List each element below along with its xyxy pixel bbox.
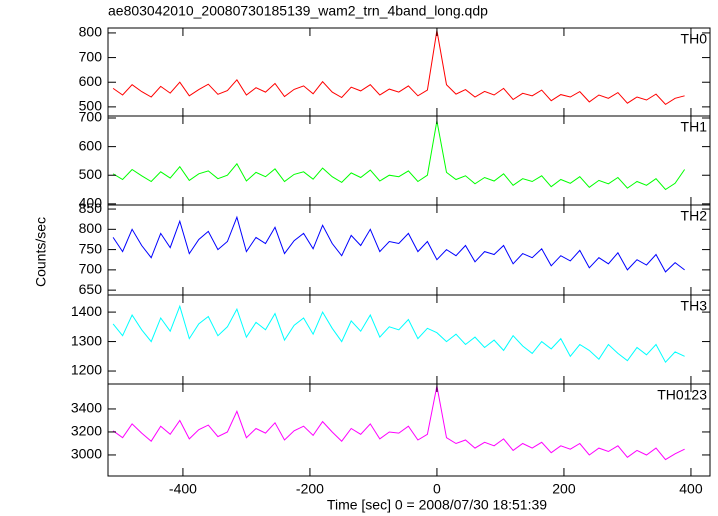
y-tick-label: 3400 (71, 400, 102, 416)
panel-frame (107, 204, 711, 296)
x-axis-label: Time [sec] 0 = 2008/07/30 18:51:39 (327, 497, 547, 513)
x-tick-label: -200 (296, 481, 324, 497)
y-tick-label: 700 (79, 261, 103, 277)
y-tick-label: 850 (79, 200, 103, 216)
panel-label: TH0123 (657, 387, 707, 403)
y-tick-label: 650 (79, 281, 103, 297)
y-tick-label: 700 (79, 48, 103, 64)
x-tick-label: 400 (679, 481, 703, 497)
panel-frame (107, 383, 711, 477)
y-tick-label: 500 (79, 166, 103, 182)
light-curve (112, 120, 686, 191)
y-tick-label: 1300 (71, 332, 102, 348)
panel-frame (107, 27, 711, 117)
panel-label: TH2 (681, 208, 708, 224)
light-curve (112, 215, 685, 273)
x-tick-label: 200 (552, 481, 576, 497)
y-tick-label: 700 (79, 109, 103, 125)
panel-frame (107, 115, 711, 206)
light-curve (112, 304, 685, 364)
y-tick-label: 800 (79, 220, 103, 236)
y-tick-label: 600 (79, 137, 103, 153)
x-tick-label: -400 (169, 481, 197, 497)
y-tick-label: 400 (79, 195, 103, 211)
panel-frame (107, 294, 711, 385)
panel-label: TH0 (681, 31, 708, 47)
panel-label: TH3 (681, 298, 708, 314)
y-tick-label: 1200 (71, 362, 102, 378)
y-axis-label: Counts/sec (33, 217, 49, 287)
light-curve (112, 30, 685, 106)
light-curve (112, 385, 685, 461)
chart-title: ae803042010_20080730185139_wam2_trn_4ban… (108, 3, 488, 19)
y-tick-label: 3000 (71, 446, 102, 462)
panel-label: TH1 (681, 119, 708, 135)
y-tick-label: 500 (79, 98, 103, 114)
x-tick-label: 0 (433, 481, 441, 497)
y-tick-label: 800 (79, 24, 103, 40)
y-tick-label: 750 (79, 240, 103, 256)
y-tick-label: 3200 (71, 423, 102, 439)
y-tick-label: 1400 (71, 303, 102, 319)
y-tick-label: 600 (79, 73, 103, 89)
